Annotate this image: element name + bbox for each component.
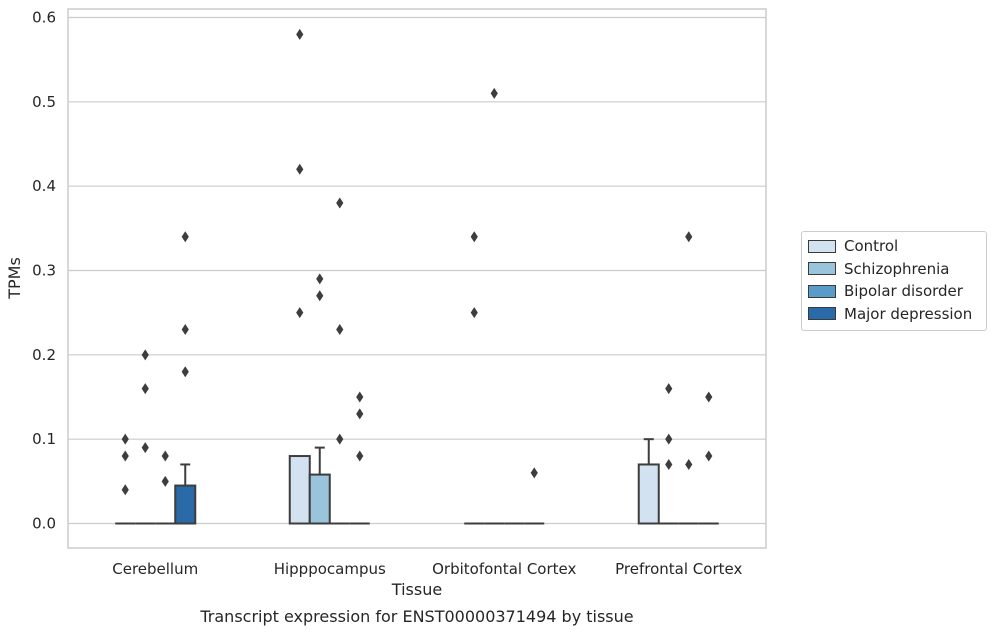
legend: Control Schizophrenia Bipolar disorder Majo… [801, 231, 987, 331]
outlier-point [470, 307, 478, 319]
outlier-point [356, 391, 364, 403]
y-tick-label: 0.2 [32, 346, 56, 364]
outlier-point [121, 450, 129, 462]
legend-label: Bipolar disorder [844, 282, 963, 301]
outlier-point [181, 324, 189, 336]
box-body [288, 455, 311, 525]
legend-swatch [808, 307, 836, 321]
box-plots [115, 438, 719, 525]
legend-label: Control [844, 237, 899, 256]
outlier-point [685, 231, 693, 243]
outlier-point [665, 433, 673, 445]
box-major-depression [174, 463, 197, 525]
outlier-point [705, 391, 713, 403]
legend-swatch [808, 239, 836, 253]
outlier-point [141, 442, 149, 454]
legend-item: Bipolar disorder [808, 280, 986, 303]
outlier-point [296, 28, 304, 40]
outlier-point [181, 366, 189, 378]
y-axis-label: TPMs [5, 257, 24, 300]
box-schizophrenia [308, 446, 331, 525]
outlier-point [336, 324, 344, 336]
x-tick-label: Prefrontal Cortex [615, 560, 742, 578]
outlier-point [356, 450, 364, 462]
y-tick-label: 0.0 [32, 515, 56, 533]
plot-area-frame [67, 8, 767, 549]
outlier-point [141, 383, 149, 395]
x-tick-label: Cerebellum [112, 560, 198, 578]
outlier-points [121, 28, 713, 496]
outlier-point [121, 433, 129, 445]
outlier-point [181, 231, 189, 243]
box-control [288, 455, 311, 525]
outlier-point [296, 163, 304, 175]
x-tick-label: Orbitofontal Cortex [432, 560, 576, 578]
outlier-point [161, 450, 169, 462]
outlier-point [336, 433, 344, 445]
box-body [308, 473, 331, 525]
legend-swatch [808, 262, 836, 276]
grid-lines [68, 16, 766, 525]
y-tick-label: 0.4 [32, 177, 56, 195]
y-tick-label: 0.5 [32, 93, 56, 111]
x-tick-labels: Cerebellum Hipppocampus Orbitofontal Corte… [112, 560, 742, 578]
outlier-point [685, 458, 693, 470]
outlier-point [356, 408, 364, 420]
x-axis-label: Tissue [391, 580, 442, 599]
box-body [174, 484, 197, 525]
outlier-point [316, 273, 324, 285]
y-tick-label: 0.3 [32, 262, 56, 280]
box-control [637, 438, 660, 525]
outlier-point [530, 467, 538, 479]
outlier-point [141, 349, 149, 361]
outlier-point [705, 450, 713, 462]
outlier-point [336, 197, 344, 209]
outlier-point [470, 231, 478, 243]
legend-swatch [808, 284, 836, 298]
x-tick-label: Hipppocampus [274, 560, 386, 578]
legend-label: Major depression [844, 304, 973, 323]
outlier-point [490, 87, 498, 99]
legend-label: Schizophrenia [844, 259, 950, 278]
outlier-point [665, 458, 673, 470]
legend-item: Control [808, 235, 986, 258]
y-tick-label: 0.1 [32, 430, 56, 448]
legend-item: Schizophrenia [808, 258, 986, 281]
outlier-point [296, 307, 304, 319]
outlier-point [121, 484, 129, 496]
y-tick-labels: 0.0 0.1 0.2 0.3 0.4 0.5 0.6 [32, 9, 56, 533]
box-body [637, 463, 660, 525]
chart-title: Transcript expression for ENST0000037149… [199, 607, 633, 626]
outlier-point [316, 290, 324, 302]
outlier-point [665, 383, 673, 395]
y-tick-label: 0.6 [32, 9, 56, 27]
legend-item: Major depression [808, 303, 986, 326]
outlier-point [161, 475, 169, 487]
